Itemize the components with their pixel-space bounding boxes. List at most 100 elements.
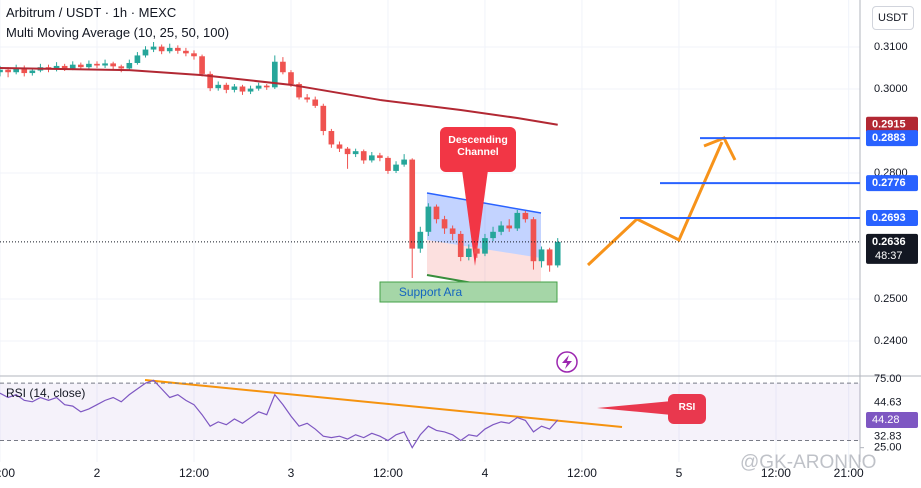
candle-body bbox=[328, 131, 335, 145]
candle-body bbox=[474, 248, 480, 254]
x-tick-label: 12:00 bbox=[373, 466, 403, 480]
candle-body bbox=[296, 83, 302, 98]
current-price-label: 0.2636 bbox=[872, 236, 906, 248]
candle-body bbox=[417, 231, 424, 249]
rsi-band bbox=[0, 383, 860, 441]
candle-body bbox=[360, 151, 367, 161]
rsi-value-tag bbox=[866, 412, 918, 429]
x-tick-label: 12:00 bbox=[0, 466, 15, 480]
candle-body bbox=[102, 63, 108, 66]
candle-body bbox=[29, 70, 36, 74]
candle-body bbox=[336, 144, 343, 149]
level-tag bbox=[866, 175, 918, 192]
alert-bolt bbox=[562, 355, 572, 369]
candle-body bbox=[69, 64, 76, 69]
candle-body bbox=[150, 46, 157, 50]
ma-price-label: 0.2915 bbox=[872, 119, 906, 131]
ma-price-tag bbox=[866, 116, 918, 133]
candle-body bbox=[255, 85, 262, 89]
x-tick-label: 12:00 bbox=[567, 466, 597, 480]
candle-body bbox=[344, 148, 351, 155]
watermark: @GK-ARONNO bbox=[740, 452, 876, 473]
current-price-tag bbox=[866, 233, 918, 264]
candle-body bbox=[514, 212, 521, 229]
candle-body bbox=[158, 46, 165, 52]
y-tick-label: 0.2500 bbox=[874, 293, 908, 305]
level-label: 0.2693 bbox=[872, 212, 906, 224]
candle-body bbox=[280, 61, 286, 73]
candle-body bbox=[522, 212, 529, 220]
projection bbox=[586, 141, 724, 267]
candle-body bbox=[320, 105, 327, 132]
candle-body bbox=[271, 61, 278, 88]
candle-body bbox=[546, 249, 553, 266]
candle-body bbox=[231, 86, 238, 90]
candle-body bbox=[61, 65, 68, 69]
candle-body bbox=[449, 228, 456, 234]
rsi-line bbox=[0, 379, 559, 449]
x-tick-label: 12:00 bbox=[179, 466, 209, 480]
candle-body bbox=[199, 56, 205, 74]
candle-body bbox=[401, 159, 407, 165]
channel-label: Descending Channel bbox=[448, 134, 508, 158]
candle-body bbox=[409, 159, 416, 249]
callout-pointer bbox=[462, 170, 488, 266]
x-tick-label: 2 bbox=[94, 466, 101, 480]
moving-average bbox=[0, 67, 558, 126]
candle-body bbox=[239, 86, 246, 92]
chart-subtitle: Multi Moving Average (10, 25, 50, 100) bbox=[6, 25, 230, 40]
support-box bbox=[379, 281, 558, 303]
candle-body bbox=[482, 238, 488, 254]
callout-box bbox=[440, 127, 516, 172]
candle-body bbox=[433, 206, 440, 220]
candle-body bbox=[465, 248, 472, 257]
chart-title: Arbitrum / USDT · 1h · MEXC bbox=[6, 5, 177, 20]
candle-body bbox=[77, 64, 84, 68]
y-tick-label: 25.00 bbox=[874, 442, 902, 454]
rsi-callout-pointer bbox=[597, 401, 672, 415]
candle-body bbox=[393, 164, 399, 171]
candle-body bbox=[312, 99, 319, 106]
level-tag bbox=[866, 130, 918, 147]
x-tick-label: 4 bbox=[482, 466, 489, 480]
candle-body bbox=[506, 225, 513, 229]
candle-body bbox=[215, 84, 222, 89]
channel-top bbox=[426, 192, 542, 214]
rsi-callout-label: RSI bbox=[678, 402, 696, 413]
candle-body bbox=[0, 69, 3, 73]
candle-body bbox=[183, 50, 189, 54]
currency-button[interactable]: USDT bbox=[872, 6, 914, 30]
candle-body bbox=[207, 73, 213, 89]
rsi-trendline bbox=[144, 379, 623, 428]
candle-body bbox=[385, 157, 391, 171]
candle-body bbox=[368, 155, 375, 161]
candle-body bbox=[191, 53, 197, 57]
channel-lower bbox=[427, 240, 541, 293]
candle-body bbox=[247, 88, 254, 92]
candle-body bbox=[352, 151, 359, 155]
candle-body bbox=[530, 219, 537, 262]
candle-body bbox=[538, 249, 545, 262]
candle-body bbox=[288, 72, 294, 84]
candle-body bbox=[118, 66, 125, 69]
rsi-marker-label: 32.83 bbox=[874, 430, 902, 442]
x-tick-label: 3 bbox=[288, 466, 295, 480]
candle-body bbox=[490, 231, 496, 239]
level-label: 0.2883 bbox=[872, 132, 906, 144]
candle-body bbox=[457, 233, 464, 257]
candle-body bbox=[134, 55, 141, 63]
support-label: Support Ara bbox=[398, 285, 463, 299]
candle-body bbox=[441, 219, 448, 229]
rsi-value-label: 44.28 bbox=[872, 414, 900, 426]
candle-body bbox=[142, 49, 149, 56]
candle-body bbox=[53, 65, 60, 70]
rsi-callout-box bbox=[668, 394, 706, 424]
candle-body bbox=[110, 63, 116, 67]
candle-body bbox=[425, 206, 432, 232]
x-tick-label: 21:00 bbox=[834, 466, 864, 480]
y-tick-label: 0.3000 bbox=[874, 83, 908, 95]
level-tag bbox=[866, 209, 918, 226]
candle-body bbox=[223, 84, 230, 90]
